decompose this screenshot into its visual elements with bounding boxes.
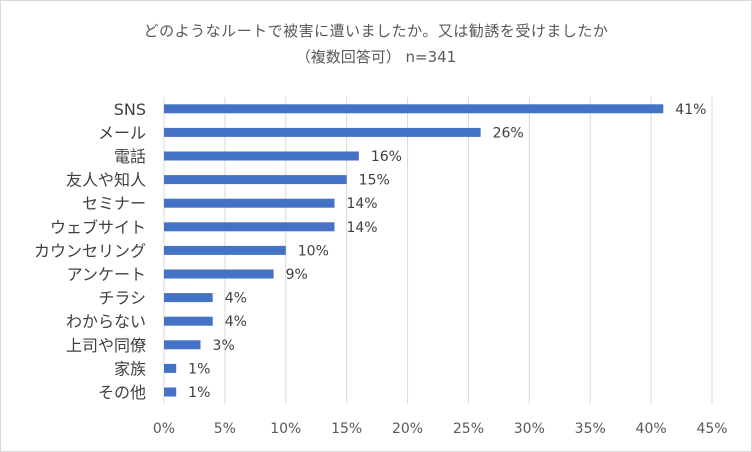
data-label: 9% — [286, 267, 308, 283]
x-tick-label: 0% — [153, 421, 175, 437]
x-tick-label: 45% — [696, 421, 727, 437]
category-label: 家族 — [114, 359, 146, 378]
bar — [164, 316, 213, 326]
data-label: 41% — [675, 102, 706, 118]
x-axis-tick-labels: 0% 5% 10% 15% 20% 25% 30% 35% 40% 45% — [153, 421, 728, 437]
category-label: メール — [98, 123, 146, 142]
bars — [164, 104, 664, 397]
bar — [164, 340, 201, 350]
chart-title: どのようなルートで被害に遭いましたか。又は勧誘を受けましたか — [143, 22, 609, 40]
data-label: 4% — [225, 314, 247, 330]
bar — [164, 175, 347, 185]
bar — [164, 387, 177, 397]
chart-subtitle: （複数回答可） n=341 — [295, 48, 457, 66]
category-labels: SNS メール電話友人や知人セミナーウェブサイトカウンセリングアンケートチラシわか… — [34, 100, 146, 402]
data-label: 16% — [371, 149, 402, 165]
data-label: 14% — [346, 196, 377, 212]
x-tick-label: 40% — [636, 421, 667, 437]
category-label: チラシ — [98, 289, 146, 308]
bar — [164, 151, 359, 161]
category-label: カウンセリング — [34, 241, 146, 260]
data-label: 10% — [298, 243, 329, 259]
bar — [164, 127, 481, 137]
bar — [164, 222, 335, 232]
category-label: その他 — [98, 383, 146, 402]
data-label: 1% — [188, 361, 210, 377]
x-tick-label: 25% — [453, 421, 484, 437]
x-tick-label: 15% — [331, 421, 362, 437]
data-label: 1% — [188, 385, 210, 401]
bar — [164, 245, 286, 255]
data-label: 26% — [493, 125, 524, 141]
category-label: アンケート — [67, 265, 146, 284]
bar — [164, 104, 664, 114]
category-label: わからない — [66, 312, 146, 331]
x-tick-label: 35% — [575, 421, 606, 437]
category-label: 上司や同僚 — [66, 336, 146, 355]
category-label: 電話 — [114, 147, 146, 166]
x-tick-label: 20% — [392, 421, 423, 437]
x-tick-label: 30% — [514, 421, 545, 437]
data-label: 4% — [225, 291, 247, 307]
bar — [164, 293, 213, 303]
data-label: 14% — [346, 220, 377, 236]
bar — [164, 269, 274, 279]
x-tick-label: 10% — [270, 421, 301, 437]
category-label: ウェブサイト — [50, 218, 146, 237]
bar — [164, 198, 335, 208]
category-label: SNS — [114, 100, 146, 119]
category-label: 友人や知人 — [66, 171, 146, 190]
data-label: 15% — [359, 173, 390, 189]
data-label: 3% — [213, 338, 235, 354]
value-labels: 41%26%16%15%14%14%10%9%4%4%3%1%1% — [188, 102, 706, 401]
category-label: セミナー — [82, 194, 146, 213]
bar — [164, 363, 177, 373]
x-tick-label: 5% — [214, 421, 236, 437]
